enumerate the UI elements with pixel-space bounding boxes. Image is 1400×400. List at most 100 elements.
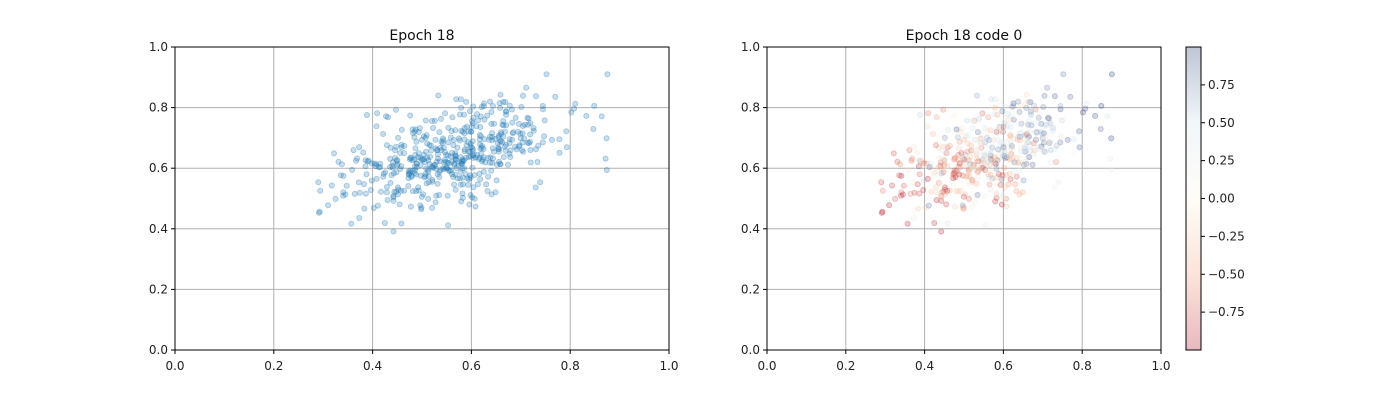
scatter-point — [952, 203, 959, 210]
scatter-point — [475, 156, 482, 163]
scatter-point — [984, 158, 991, 165]
scatter-point — [1016, 109, 1023, 116]
scatter-point — [461, 148, 468, 155]
scatter-point — [449, 114, 456, 121]
scatter-point — [407, 203, 414, 210]
scatter-point — [1025, 98, 1032, 105]
scatter-point — [457, 96, 464, 103]
scatter-point — [394, 162, 401, 169]
x-tick-label: 0.2 — [264, 359, 283, 373]
scatter-point — [911, 214, 918, 221]
scatter-point — [969, 125, 976, 132]
scatter-point — [1040, 147, 1047, 154]
scatter-point — [984, 127, 991, 134]
scatter-point — [452, 152, 459, 159]
scatter-point — [950, 171, 957, 178]
scatter-point — [461, 157, 468, 164]
scatter-point — [413, 187, 420, 194]
scatter-point — [1022, 148, 1029, 155]
scatter-point — [477, 124, 484, 131]
scatter-point — [993, 181, 1000, 188]
scatter-point — [436, 129, 443, 136]
scatter-point — [491, 120, 498, 127]
scatter-point — [998, 176, 1005, 183]
scatter-point — [1083, 100, 1090, 107]
scatter-point — [525, 115, 532, 122]
scatter-point — [455, 162, 462, 169]
scatter-point — [604, 71, 611, 78]
scatter-point — [992, 96, 999, 103]
scatter-point — [503, 122, 510, 129]
scatter-point — [488, 120, 495, 127]
scatter-point — [955, 128, 962, 135]
scatter-point — [519, 139, 526, 146]
scatter-point — [892, 195, 899, 202]
scatter-point — [968, 142, 975, 149]
scatter-point — [1000, 144, 1007, 151]
scatter-point — [339, 192, 346, 199]
scatter-point — [382, 169, 389, 176]
scatter-point — [450, 173, 457, 180]
scatter-point — [462, 170, 469, 177]
scatter-point — [996, 154, 1003, 161]
scatter-point — [445, 139, 452, 146]
scatter-point — [973, 155, 980, 162]
scatter-point — [939, 154, 946, 161]
scatter-point — [1007, 154, 1014, 161]
scatter-point — [429, 204, 436, 211]
scatter-point — [928, 188, 935, 195]
scatter-point — [549, 136, 556, 143]
scatter-point — [394, 191, 401, 198]
scatter-point — [958, 128, 965, 135]
scatter-point — [415, 150, 422, 157]
scatter-point — [384, 197, 391, 204]
scatter-point — [481, 136, 488, 143]
scatter-point — [1023, 91, 1030, 98]
scatter-point — [1031, 153, 1038, 160]
scatter-point — [937, 164, 944, 171]
scatter-point — [457, 154, 464, 161]
scatter-point — [1041, 130, 1048, 137]
scatter-point — [1007, 145, 1014, 152]
scatter-point — [383, 183, 390, 190]
scatter-point — [317, 187, 324, 194]
scatter-point — [924, 161, 931, 168]
scatter-point — [997, 181, 1004, 188]
scatter-point — [1001, 103, 1008, 110]
scatter-point — [397, 165, 404, 172]
scatter-point — [990, 135, 997, 142]
scatter-point — [384, 114, 391, 121]
scatter-point — [405, 170, 412, 177]
scatter-point — [1016, 120, 1023, 127]
scatter-point — [411, 134, 418, 141]
scatter-point — [415, 184, 422, 191]
scatter-point — [412, 145, 419, 152]
scatter-point — [494, 140, 501, 147]
scatter-point — [509, 119, 516, 126]
scatter-point — [405, 168, 412, 175]
scatter-point — [478, 142, 485, 149]
scatter-point — [501, 143, 508, 150]
scatter-point — [907, 190, 914, 197]
scatter-point — [1039, 130, 1046, 137]
scatter-point — [931, 219, 938, 226]
scatter-point — [1027, 143, 1034, 150]
scatter-point — [395, 186, 402, 193]
scatter-point — [950, 175, 957, 182]
scatter-point — [1104, 113, 1111, 120]
scatter-point — [460, 111, 467, 118]
colorbar-tick-label: −0.25 — [1208, 229, 1245, 243]
scatter-point — [425, 195, 432, 202]
scatter-point — [418, 193, 425, 200]
scatter-point — [1020, 177, 1027, 184]
scatter-point — [527, 159, 534, 166]
scatter-point — [478, 144, 485, 151]
scatter-point — [993, 190, 1000, 197]
scatter-point — [362, 163, 369, 170]
scatter-point — [1047, 146, 1054, 153]
scatter-point — [480, 100, 487, 107]
scatter-point — [315, 209, 322, 216]
scatter-point — [469, 194, 476, 201]
scatter-point — [886, 202, 893, 209]
scatter-point — [1000, 128, 1007, 135]
